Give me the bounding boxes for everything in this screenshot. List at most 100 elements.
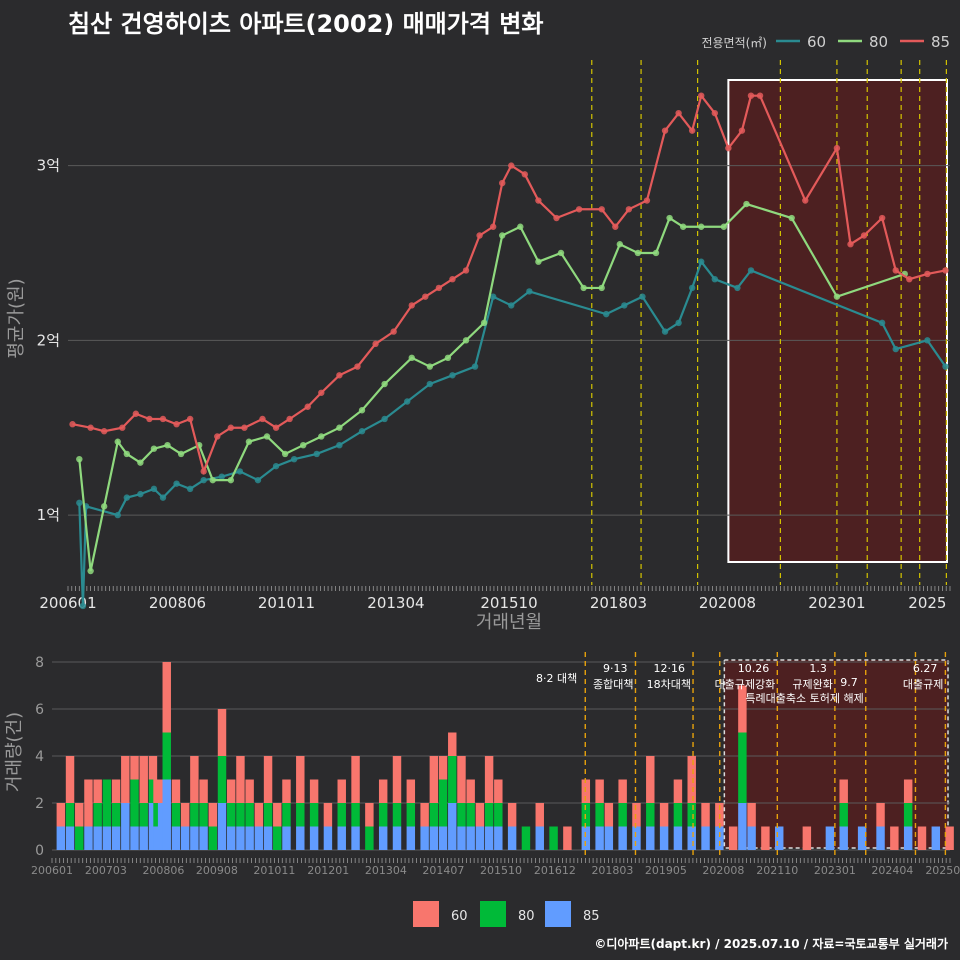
data-point-60 xyxy=(698,258,705,265)
y-tick-label: 0 xyxy=(35,843,44,859)
bar-segment-85 xyxy=(825,826,835,850)
y-tick-label: 1억 xyxy=(37,506,60,524)
bar-segment-60 xyxy=(282,779,291,803)
bar-segment-60 xyxy=(535,803,544,827)
data-point-85 xyxy=(661,127,669,134)
data-point-85 xyxy=(598,206,605,213)
x-tick-label: 201407 xyxy=(422,864,464,877)
bar-segment-60 xyxy=(365,803,374,827)
policy-label-line2: 18차대책 xyxy=(647,678,691,691)
bar-segment-80 xyxy=(438,779,448,827)
bar-segment-80 xyxy=(236,803,245,827)
bar-segment-85 xyxy=(604,826,614,850)
legend-label-85: 85 xyxy=(583,909,600,924)
data-point-85 xyxy=(847,241,854,248)
data-point-85 xyxy=(259,415,266,423)
bar-segment-85 xyxy=(466,826,475,850)
bar-segment-85 xyxy=(254,826,264,850)
data-point-60 xyxy=(924,337,931,344)
policy-label-line1: 9·13 xyxy=(603,662,628,675)
bar-segment-85 xyxy=(747,826,756,850)
bar-segment-60 xyxy=(420,803,429,827)
data-point-85 xyxy=(612,223,619,230)
data-point-60 xyxy=(218,473,225,480)
y-tick-label: 2억 xyxy=(37,331,60,349)
data-point-85 xyxy=(643,197,651,204)
data-point-85 xyxy=(272,424,280,431)
data-point-85 xyxy=(553,214,560,222)
y-tick-label: 6 xyxy=(35,702,44,718)
data-point-60 xyxy=(426,380,434,388)
bar-segment-80 xyxy=(171,803,181,827)
policy-label-line1: 9.7 xyxy=(840,676,858,689)
data-point-80 xyxy=(300,441,307,449)
bar-segment-80 xyxy=(365,826,374,850)
bar-segment-80 xyxy=(351,803,360,827)
bar-segment-85 xyxy=(659,826,669,850)
data-point-60 xyxy=(675,319,682,327)
data-point-85 xyxy=(711,109,718,117)
data-point-60 xyxy=(404,398,411,405)
legend-swatch-85 xyxy=(545,901,571,927)
bar-segment-60 xyxy=(438,756,448,780)
bar-segment-60 xyxy=(802,826,812,850)
bar-segment-60 xyxy=(121,756,130,803)
bar-segment-85 xyxy=(217,803,227,850)
bar-segment-80 xyxy=(153,803,162,827)
bar-segment-80 xyxy=(296,803,305,827)
data-point-85 xyxy=(489,223,497,230)
data-point-80 xyxy=(480,319,488,327)
bar-segment-80 xyxy=(457,803,466,827)
bar-segment-60 xyxy=(226,779,236,803)
x-tick-label: 201304 xyxy=(367,594,424,612)
bar-segment-80 xyxy=(111,803,121,827)
x-tick-label: 201304 xyxy=(365,864,407,877)
x-tick-label: 201612 xyxy=(534,864,576,877)
data-point-85 xyxy=(756,92,764,99)
data-point-85 xyxy=(535,197,542,204)
data-point-60 xyxy=(290,455,298,463)
bar-segment-80 xyxy=(273,826,282,850)
data-point-60 xyxy=(942,363,949,370)
data-point-60 xyxy=(159,494,167,501)
data-point-85 xyxy=(747,92,755,99)
x-tick-label: 201803 xyxy=(590,594,647,612)
data-point-85 xyxy=(159,415,167,423)
data-point-85 xyxy=(422,293,429,300)
data-point-60 xyxy=(173,480,180,487)
bar-segment-60 xyxy=(296,756,305,803)
bar-segment-80 xyxy=(263,803,273,827)
bar-segment-80 xyxy=(148,779,158,803)
data-point-85 xyxy=(860,232,868,239)
bar-segment-85 xyxy=(646,826,655,850)
bar-segment-85 xyxy=(180,826,190,850)
bar-segment-85 xyxy=(457,826,466,850)
bar-segment-60 xyxy=(93,779,102,803)
policy-label-line2: 대출규제 xyxy=(903,678,943,691)
data-point-60 xyxy=(313,450,320,458)
bar-segment-60 xyxy=(673,779,683,803)
data-point-60 xyxy=(489,293,497,300)
bar-segment-60 xyxy=(687,756,696,803)
policy-label-line2: 규제완화 xyxy=(792,678,832,691)
bar-segment-85 xyxy=(378,826,388,850)
data-point-85 xyxy=(942,267,949,274)
bar-segment-85 xyxy=(102,826,112,850)
data-point-85 xyxy=(69,421,76,428)
legend-swatch-60 xyxy=(413,901,439,927)
bar-segment-85 xyxy=(535,826,544,850)
bar-segment-60 xyxy=(701,803,710,827)
bar-segment-80 xyxy=(75,826,84,850)
x-tick-label: 200601 xyxy=(31,864,73,877)
data-point-60 xyxy=(603,310,610,318)
bar-segment-60 xyxy=(563,826,572,850)
data-point-80 xyxy=(263,433,271,440)
bar-segment-60 xyxy=(507,803,517,827)
bar-segment-80 xyxy=(839,803,848,827)
bar-segment-60 xyxy=(56,803,66,827)
data-point-80 xyxy=(833,293,841,300)
bar-segment-85 xyxy=(738,803,747,850)
bar-segment-80 xyxy=(309,803,319,827)
bar-segment-80 xyxy=(738,732,747,803)
bar-segment-80 xyxy=(102,779,112,827)
